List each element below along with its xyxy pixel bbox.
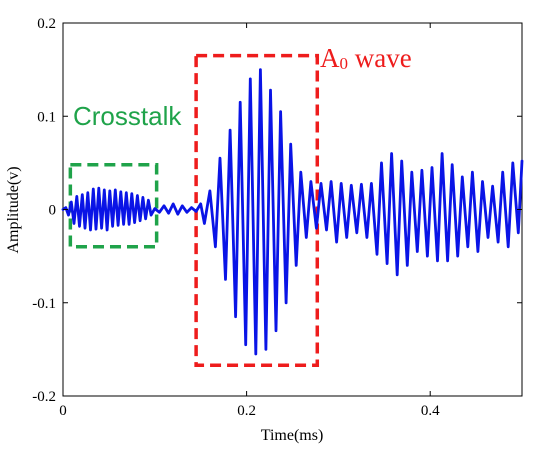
x-tick-label: 0.4 [421, 403, 440, 419]
y-tick-label: 0.2 [37, 16, 56, 32]
x-tick-label: 0.2 [237, 403, 256, 419]
y-tick-label: -0.2 [32, 389, 56, 405]
y-tick-label: 0 [49, 203, 57, 219]
crosstalk-label: Crosstalk [73, 101, 182, 131]
a0-wave-label-main: A [320, 43, 340, 73]
axis-ticks: 0 0.2 0.4 -0.2 -0.1 0 0.1 0.2 [32, 16, 522, 419]
a0-wave-label-rest: wave [348, 43, 412, 73]
x-axis-label: Time(ms) [261, 427, 324, 444]
y-axis-label: Amplitude(v) [5, 166, 22, 253]
a0-wave-label-subscript: 0 [340, 54, 349, 73]
y-tick-label: -0.1 [32, 296, 56, 312]
series-line-waveform [61, 68, 524, 356]
y-tick-label: 0.1 [37, 109, 56, 125]
a0-wave-label: A0 wave [320, 43, 412, 73]
x-tick-label: 0 [59, 403, 67, 419]
